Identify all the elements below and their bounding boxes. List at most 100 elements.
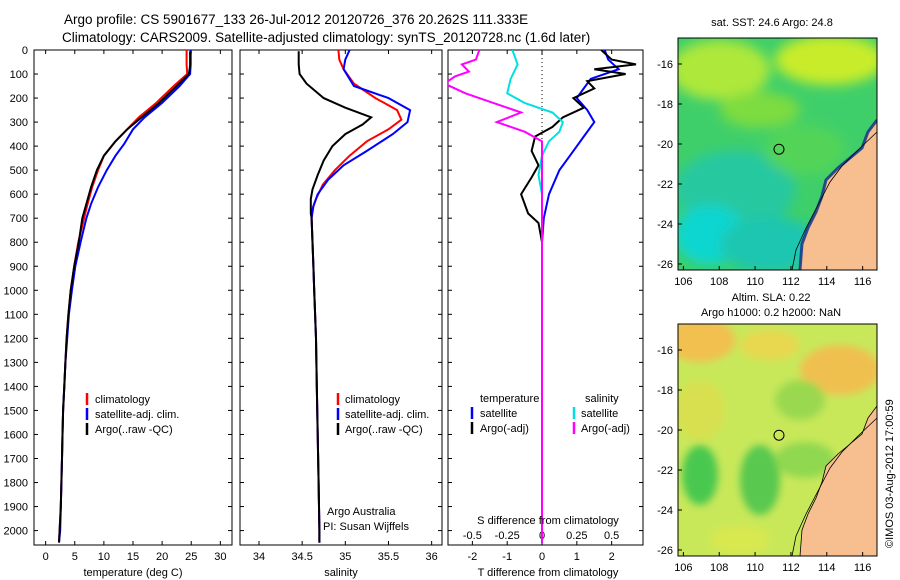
depth-tick-label: 1100: [4, 309, 28, 321]
legend-label-sal-argo: Argo(-adj): [581, 423, 630, 435]
sla-map-panel: Altim. SLA: 0.22 Argo h1000: 0.2 h2000: …: [657, 292, 878, 574]
sla-map-ytick-label: -26: [657, 545, 673, 557]
s-difference-xlabel: S difference from climatology: [477, 515, 619, 527]
sla-map-title-1: Altim. SLA: 0.22: [732, 292, 811, 304]
sst-map-xtick-label: 106: [674, 276, 692, 288]
salinity-legend: climatology satellite-adj. clim. Argo(..…: [336, 393, 429, 436]
temperature-xlabel: temperature (deg C): [83, 567, 182, 579]
depth-tick-label: 300: [10, 117, 28, 129]
depth-tick-label: 400: [10, 141, 28, 153]
temperature-xtick-label: 5: [72, 551, 78, 563]
sla-map-xtick-label: 116: [854, 562, 872, 574]
sst-map-xtick-label: 114: [818, 276, 836, 288]
depth-tick-label: 500: [10, 165, 28, 177]
depth-tick-label: 1500: [4, 405, 28, 417]
sla-map-ytick-label: -22: [657, 465, 673, 477]
temperature-series-argo-raw-qc-: [58, 51, 192, 543]
legend-label-argo: Argo(..raw -QC): [95, 424, 173, 436]
difference-xtick-label: 2: [609, 551, 615, 563]
imos-timestamp: ©IMOS 03-Aug-2012 17:00:59: [884, 399, 896, 548]
difference-xtick-label: -1: [502, 551, 512, 563]
depth-tick-label: 2000: [4, 526, 28, 538]
sla-map-ytick-label: -20: [657, 425, 673, 437]
depth-tick-label: 900: [10, 261, 28, 273]
difference-axes-box: [447, 49, 644, 546]
difference-xtick-label: -2: [467, 551, 477, 563]
legend-label-climatology: climatology: [345, 394, 401, 406]
t-difference-xlabel: T difference from climatology: [478, 567, 619, 579]
sst-map-xtick-label: 108: [710, 276, 728, 288]
salinity-panel: 34 34.5 35 35.5 36 salinity climatology sate…: [239, 49, 443, 579]
salinity-xtick-label: 36: [426, 551, 438, 563]
legend-label-temp-satellite: satellite: [480, 408, 517, 420]
sst-map-ytick-label: -26: [657, 259, 673, 271]
sla-map-frame: [677, 323, 878, 557]
depth-tick-label: 1200: [4, 333, 28, 345]
temperature-xtick-label: 10: [98, 551, 110, 563]
depth-tick-label: 1000: [4, 285, 28, 297]
sst-map-frame: [677, 37, 878, 271]
difference-top-tick-label: 0.25: [566, 530, 587, 542]
depth-tick-label: 1600: [4, 429, 28, 441]
legend-label-argo: Argo(..raw -QC): [345, 424, 423, 436]
sst-map-ytick-label: -22: [657, 179, 673, 191]
depth-tick-label: 1800: [4, 478, 28, 490]
temperature-axes-box: [33, 49, 233, 546]
salinity-annotation-1: Argo Australia: [327, 506, 396, 518]
sla-map-ytick-label: -16: [657, 345, 673, 357]
depth-tick-label: 700: [10, 213, 28, 225]
salinity-xtick-label: 35: [339, 551, 351, 563]
sla-map-ytick-label: -18: [657, 385, 673, 397]
depth-axis: 0 100 200 300 400 500 600 700 800 900 1000 1100 1200…: [4, 45, 28, 538]
sst-map-ytick-label: -24: [657, 219, 673, 231]
legend-label-satellite: satellite-adj. clim.: [95, 409, 179, 421]
depth-tick-label: 800: [10, 237, 28, 249]
salinity-xtick-label: 34.5: [291, 551, 312, 563]
sla-map-xtick-label: 108: [710, 562, 728, 574]
salinity-axes-box: [239, 49, 443, 546]
chart-title-line2: Climatology: CARS2009. Satellite-adjuste…: [62, 30, 591, 45]
salinity-xtick-label: 35.5: [378, 551, 399, 563]
salinity-xlabel: salinity: [324, 567, 358, 579]
salinity-series-argo-raw-qc-: [297, 51, 374, 543]
temperature-xtick-label: 25: [185, 551, 197, 563]
argo-float-marker: [773, 143, 785, 155]
difference-xtick-label: 0: [539, 551, 545, 563]
legend-title-temperature: temperature: [480, 393, 539, 405]
temperature-xtick-label: 20: [156, 551, 168, 563]
legend-title-salinity: salinity: [585, 393, 619, 405]
sla-map-xtick-label: 110: [746, 562, 764, 574]
temperature-xtick-label: 0: [43, 551, 49, 563]
sst-map-xtick-label: 112: [782, 276, 800, 288]
legend-label-climatology: climatology: [95, 394, 151, 406]
chart-title-line1: Argo profile: CS 5901677_133 26-Jul-2012…: [64, 12, 529, 27]
difference-series-salinity-satellite: [506, 50, 565, 543]
sst-map-field: [678, 38, 877, 270]
legend-label-satellite: satellite-adj. clim.: [345, 409, 429, 421]
depth-tick-label: 1900: [4, 502, 28, 514]
sla-map-xtick-label: 106: [674, 562, 692, 574]
sst-map-panel: sat. SST: 24.6 Argo: 24.8 106 108 110 112 11…: [657, 17, 878, 288]
depth-tick-label: 1400: [4, 381, 28, 393]
sst-map-ytick-label: -16: [657, 59, 673, 71]
difference-xtick-label: 1: [574, 551, 580, 563]
sst-map-xtick-label: 110: [746, 276, 764, 288]
sst-map-ytick-label: -18: [657, 99, 673, 111]
temperature-xtick-label: 15: [127, 551, 139, 563]
argo-float-marker: [773, 429, 785, 441]
depth-tick-label: 1700: [4, 453, 28, 465]
depth-tick-label: 100: [10, 69, 28, 81]
depth-tick-label: 600: [10, 189, 28, 201]
difference-top-tick-label: -0.25: [495, 530, 520, 542]
depth-tick-label: 0: [22, 45, 28, 57]
sla-map-title-2: Argo h1000: 0.2 h2000: NaN: [701, 307, 841, 319]
sst-map-title: sat. SST: 24.6 Argo: 24.8: [711, 17, 833, 29]
legend-label-temp-argo: Argo(-adj): [480, 423, 529, 435]
difference-legend-temperature: temperature satellite Argo(-adj): [470, 393, 539, 435]
difference-legend-salinity: salinity satellite Argo(-adj): [572, 393, 630, 435]
salinity-annotation-2: PI: Susan Wijffels: [323, 521, 409, 533]
difference-series-salinity-argo-adj-: [448, 50, 543, 543]
difference-top-tick-label: 0.5: [604, 530, 619, 542]
sla-map-field: [678, 324, 877, 556]
depth-tick-label: 1300: [4, 357, 28, 369]
